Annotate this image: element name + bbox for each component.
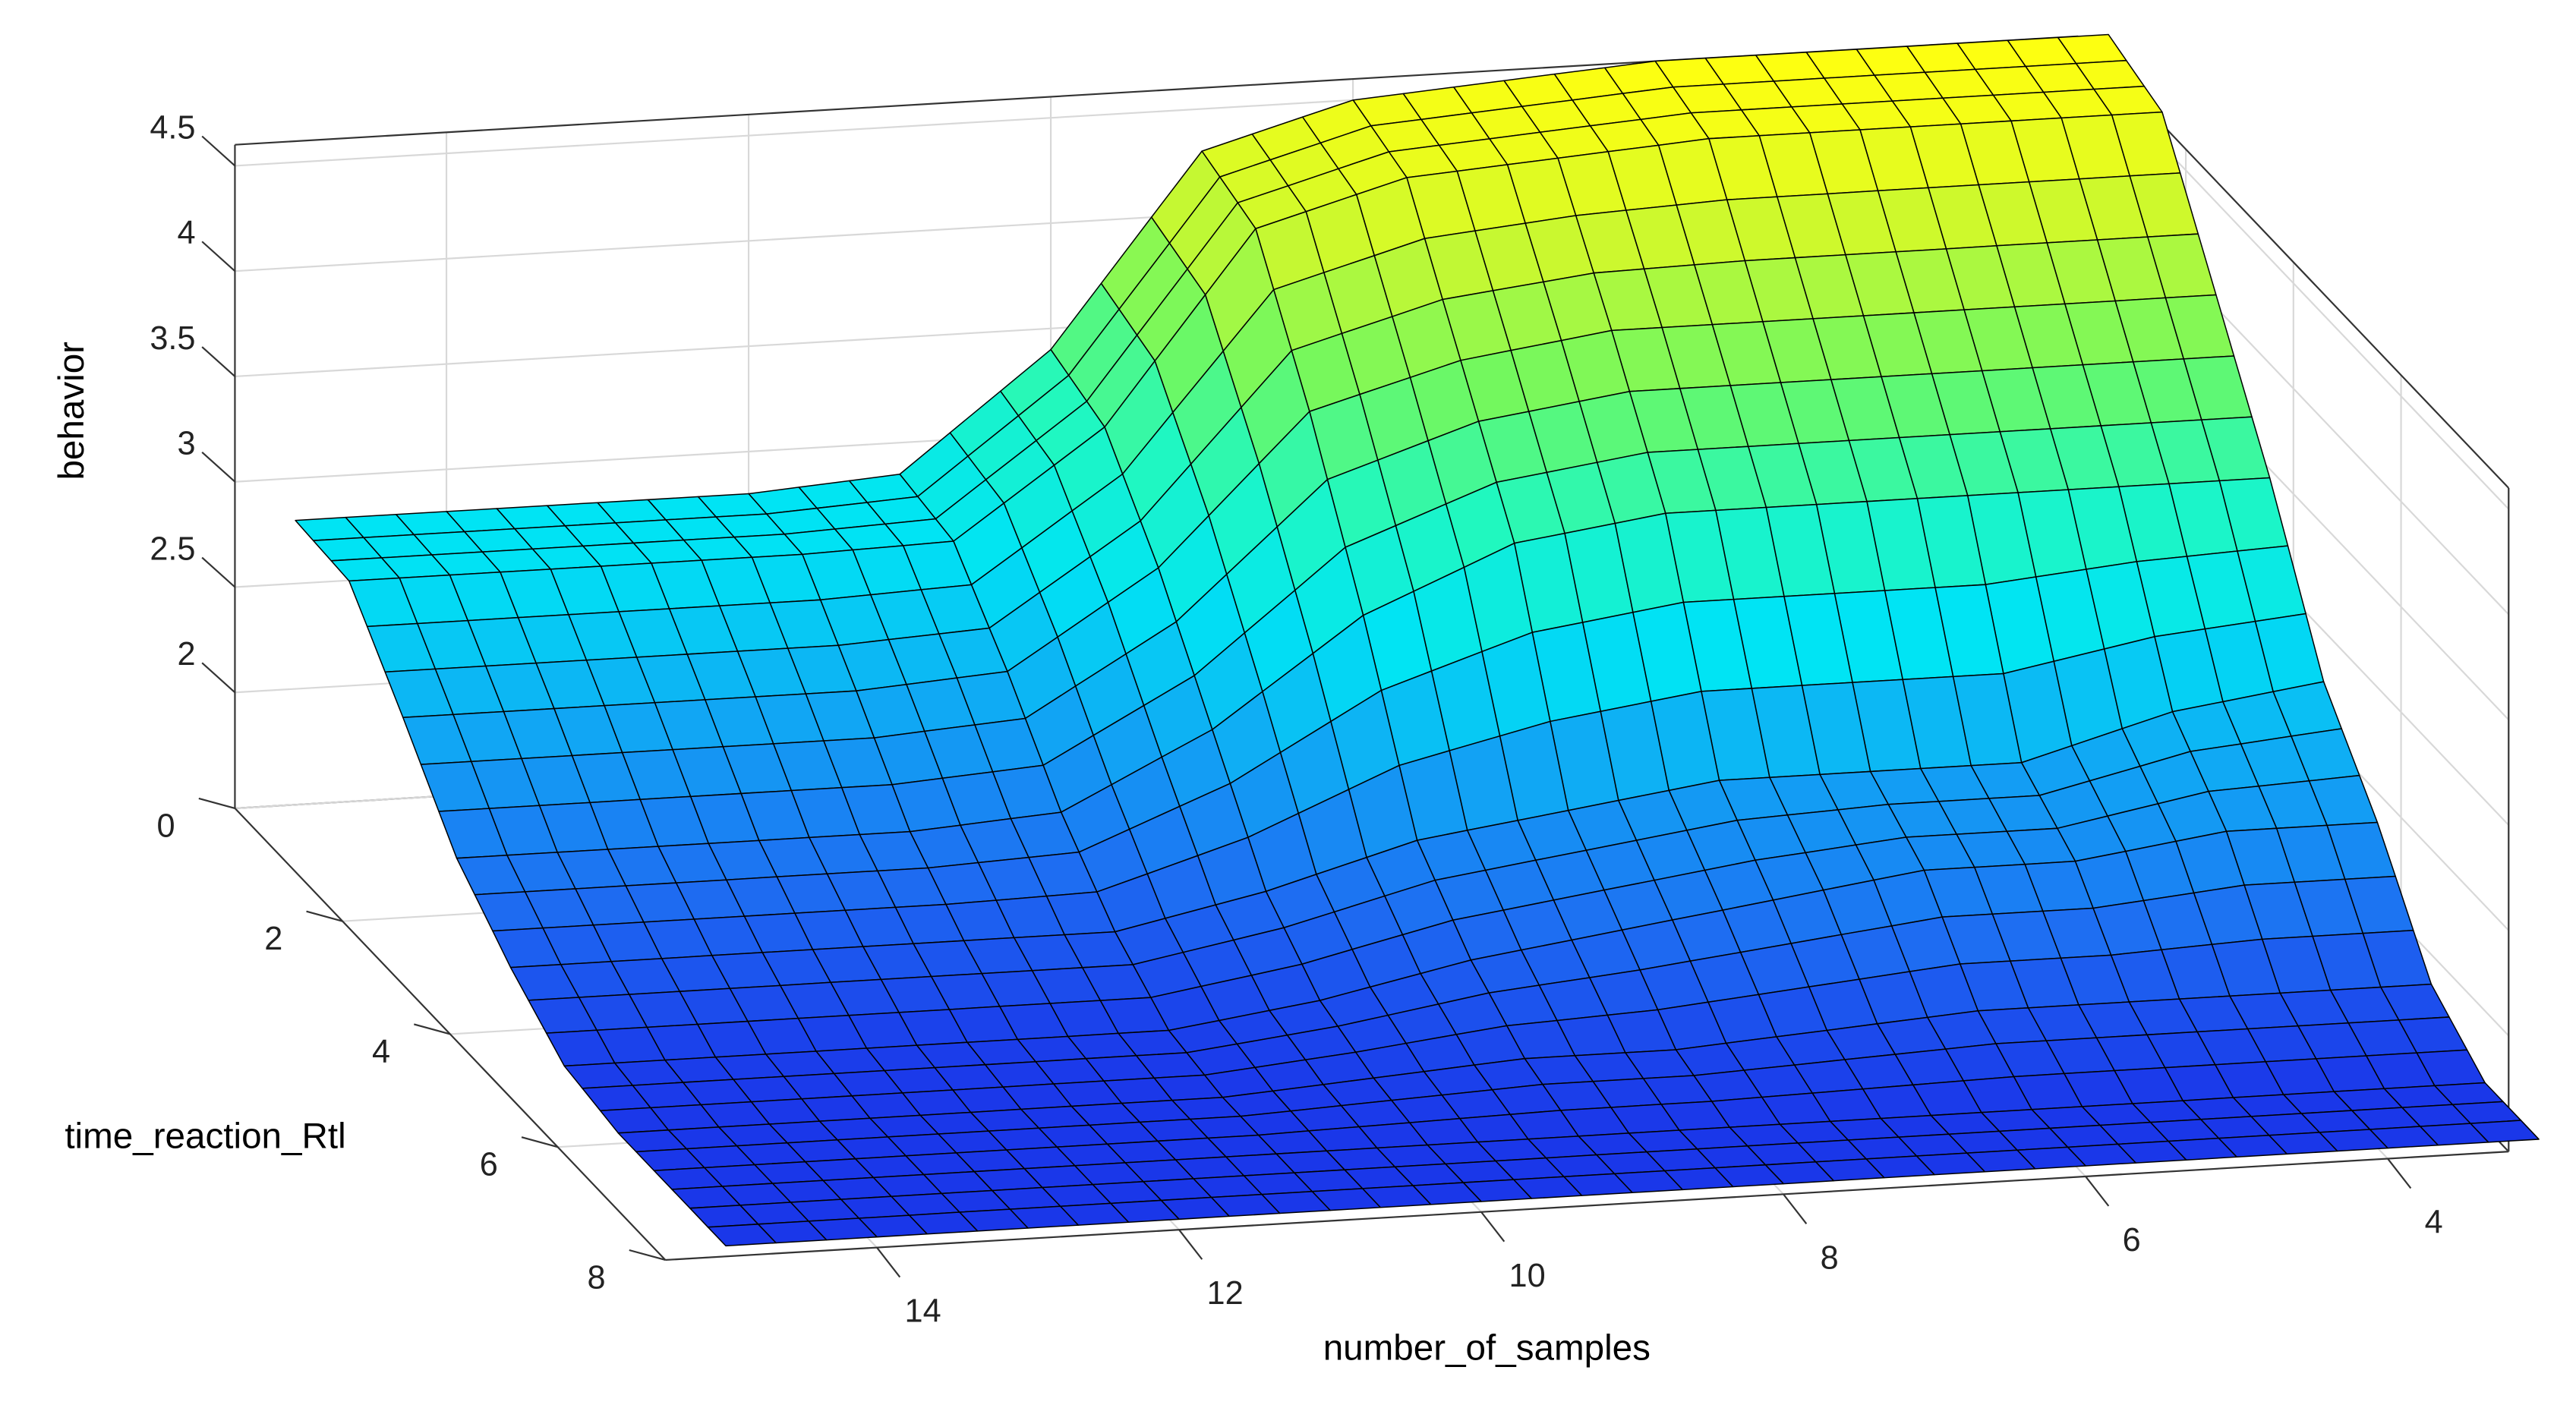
x-tick-label: 14 bbox=[905, 1293, 941, 1330]
z-tick-label: 2.5 bbox=[150, 531, 195, 567]
y-tick bbox=[521, 1136, 558, 1148]
z-axis-label: behavior bbox=[52, 342, 92, 480]
y-axis-label: time_reaction_Rtl bbox=[65, 1116, 345, 1156]
box-edge bbox=[665, 1151, 2509, 1262]
y-tick-label: 4 bbox=[372, 1034, 390, 1070]
z-tick-label: 4 bbox=[177, 215, 195, 251]
x-tick bbox=[1480, 1211, 1506, 1243]
z-tick bbox=[201, 451, 236, 483]
x-axis-label: number_of_samples bbox=[1323, 1328, 1651, 1369]
x-tick-label: 8 bbox=[1821, 1239, 1839, 1276]
surface-face bbox=[2168, 1137, 2237, 1161]
x-tick-label: 12 bbox=[1207, 1275, 1244, 1312]
x-tick bbox=[2387, 1158, 2412, 1189]
surface-face bbox=[959, 1208, 1029, 1232]
surface-face bbox=[2470, 1120, 2540, 1143]
surface-face bbox=[1865, 1155, 1935, 1179]
y-tick-label: 8 bbox=[587, 1259, 605, 1296]
surface-face bbox=[1261, 1190, 1331, 1214]
x-tick-label: 10 bbox=[1509, 1258, 1546, 1294]
surface-face bbox=[1110, 1199, 1180, 1223]
z-tick bbox=[201, 662, 236, 694]
y-tick bbox=[306, 910, 343, 922]
z-tick-label: 3 bbox=[177, 426, 195, 462]
y-tick-label: 6 bbox=[480, 1147, 498, 1183]
surface-face bbox=[2319, 1129, 2388, 1152]
x-tick bbox=[1783, 1193, 1808, 1224]
surface-face bbox=[1412, 1182, 1482, 1205]
y-tick bbox=[629, 1249, 666, 1262]
z-tick bbox=[201, 135, 236, 167]
x-tick bbox=[1178, 1229, 1203, 1260]
z-tick-label: 3.5 bbox=[150, 320, 195, 357]
surface-face bbox=[1563, 1173, 1633, 1196]
x-tick bbox=[876, 1246, 901, 1278]
surface-face bbox=[808, 1217, 878, 1241]
z-tick bbox=[201, 556, 236, 588]
z-tick-label: 2 bbox=[177, 636, 195, 673]
surface-face bbox=[2016, 1146, 2086, 1170]
x-tick-label: 6 bbox=[2123, 1222, 2141, 1258]
z-tick-label: 4.5 bbox=[150, 109, 195, 146]
x-tick-label: 4 bbox=[2425, 1205, 2443, 1241]
y-tick bbox=[414, 1023, 451, 1035]
y-tick-label: 0 bbox=[157, 808, 175, 844]
y-tick-label: 2 bbox=[264, 921, 282, 957]
z-tick bbox=[201, 346, 236, 377]
x-tick bbox=[2085, 1176, 2110, 1207]
surface-face bbox=[1714, 1164, 1784, 1188]
y-tick bbox=[198, 797, 235, 809]
z-tick bbox=[201, 241, 236, 272]
